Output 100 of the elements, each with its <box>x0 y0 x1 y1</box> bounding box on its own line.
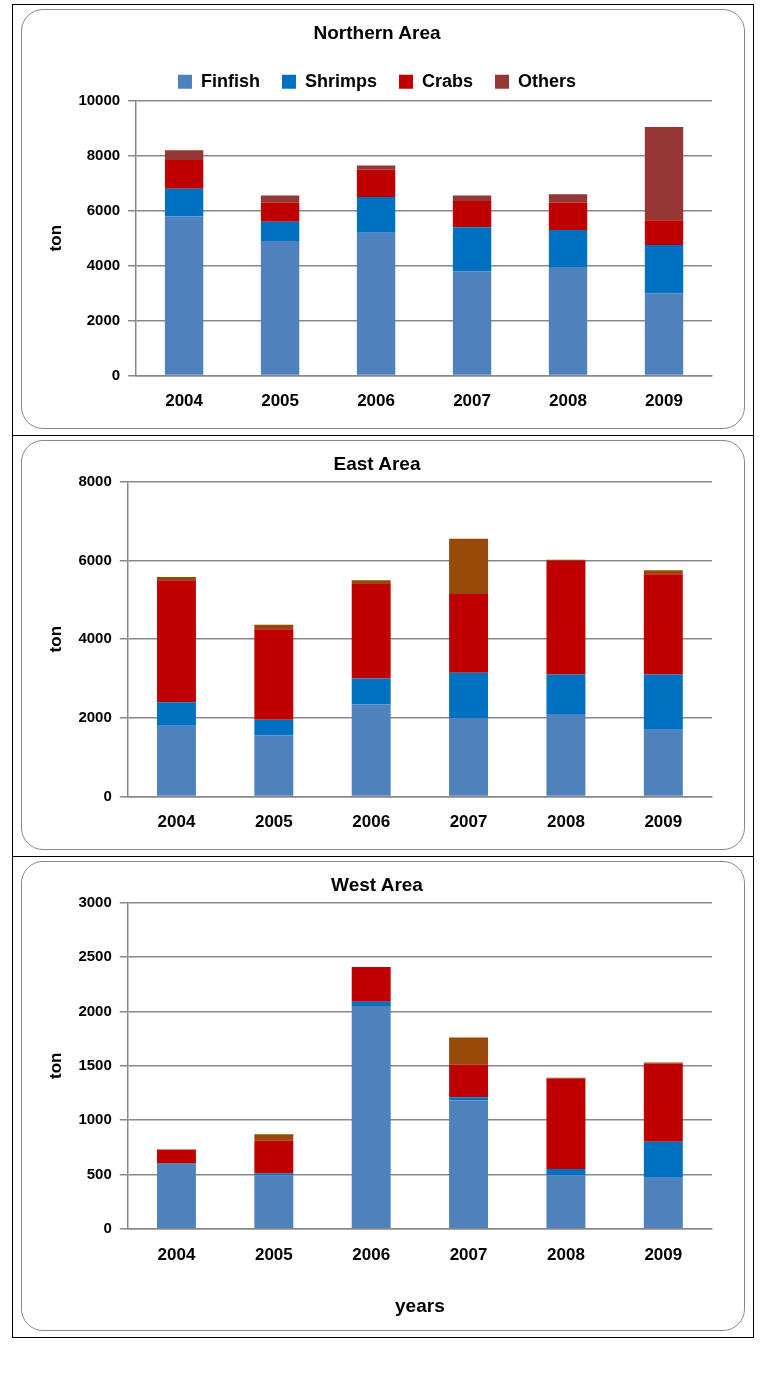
bar <box>643 729 683 796</box>
bar <box>643 574 683 675</box>
bar <box>449 538 489 594</box>
bar <box>156 725 196 796</box>
x-tick-label: 2004 <box>157 1244 196 1264</box>
y-tick-label: 6000 <box>86 200 121 218</box>
bar <box>254 1134 294 1141</box>
bar <box>643 1177 683 1229</box>
bar <box>546 1078 586 1170</box>
x-tick-label: 2007 <box>449 812 488 832</box>
y-tick-label: 2000 <box>78 708 112 726</box>
bar <box>449 1064 489 1098</box>
chart-title: Northern Area <box>313 21 441 43</box>
bar <box>452 201 492 228</box>
bar <box>449 593 489 673</box>
bar <box>164 150 204 160</box>
x-tick-label: 2009 <box>644 1244 683 1264</box>
bar <box>548 194 588 203</box>
y-tick-label: 1500 <box>78 1055 112 1073</box>
bar <box>254 1175 294 1229</box>
legend-label: Finfish <box>200 70 260 91</box>
x-tick-label: 2004 <box>157 812 196 832</box>
bar <box>643 674 683 730</box>
bar <box>546 560 586 675</box>
y-tick-label: 0 <box>103 786 112 804</box>
x-tick-label: 2005 <box>261 391 299 411</box>
bar <box>254 735 294 796</box>
y-axis-title: ton <box>45 1052 65 1080</box>
x-tick-label: 2007 <box>453 391 491 411</box>
y-tick-label: 0 <box>111 365 121 383</box>
bar <box>351 704 391 796</box>
bar <box>164 216 204 375</box>
y-axis-title: ton <box>45 224 65 252</box>
x-tick-label: 2009 <box>645 391 683 411</box>
bar <box>452 271 492 375</box>
bar <box>254 1140 294 1174</box>
x-tick-label: 2009 <box>644 812 683 832</box>
x-tick-label: 2006 <box>352 1244 391 1264</box>
bar <box>156 577 196 581</box>
x-axis-title: years <box>395 1294 445 1316</box>
bar <box>452 227 492 272</box>
bar <box>643 1141 683 1178</box>
y-tick-label: 8000 <box>86 145 121 163</box>
bar <box>546 1169 586 1176</box>
y-tick-label: 2000 <box>78 1001 112 1019</box>
y-axis-title: ton <box>45 625 65 653</box>
bar <box>644 245 684 294</box>
x-tick-label: 2005 <box>254 812 293 832</box>
bar <box>644 220 684 246</box>
x-tick-label: 2008 <box>549 391 587 411</box>
y-tick-label: 2000 <box>86 310 121 328</box>
bar <box>351 580 391 585</box>
bar <box>351 584 391 679</box>
bar <box>156 1164 196 1229</box>
bar <box>351 966 391 1002</box>
bar <box>254 1173 294 1176</box>
bar <box>356 196 396 233</box>
bar <box>356 232 396 375</box>
x-tick-label: 2006 <box>357 391 395 411</box>
y-tick-label: 6000 <box>78 550 112 568</box>
bar <box>548 202 588 230</box>
x-tick-label: 2007 <box>449 1244 488 1264</box>
y-tick-label: 2500 <box>78 947 112 965</box>
y-tick-label: 3000 <box>78 892 112 910</box>
bar <box>356 165 396 170</box>
bar <box>156 580 196 703</box>
bar <box>548 267 588 375</box>
bar <box>254 629 294 720</box>
chart-title: West Area <box>331 873 424 895</box>
bar <box>164 188 204 217</box>
x-tick-label: 2006 <box>352 812 391 832</box>
x-tick-label: 2005 <box>254 1244 293 1264</box>
y-tick-label: 10000 <box>78 90 121 108</box>
bar <box>156 702 196 726</box>
bar <box>356 169 396 197</box>
y-tick-label: 4000 <box>78 629 112 647</box>
bar <box>644 126 684 221</box>
y-tick-label: 8000 <box>78 471 112 489</box>
bar <box>449 717 489 796</box>
legend-label: Shrimps <box>304 70 377 91</box>
bar <box>260 240 300 375</box>
y-tick-label: 1000 <box>78 1110 112 1128</box>
bar <box>644 293 684 375</box>
bar <box>351 1006 391 1229</box>
chart-title: East Area <box>333 452 421 474</box>
bar <box>546 713 586 796</box>
bar <box>156 1149 196 1164</box>
bar <box>351 678 391 705</box>
bar <box>449 1097 489 1101</box>
legend-label: Others <box>518 70 577 91</box>
bar <box>548 229 588 268</box>
x-tick-label: 2008 <box>547 1244 585 1264</box>
bar <box>643 1063 683 1142</box>
bar <box>351 1001 391 1007</box>
bar <box>449 672 489 718</box>
bar <box>546 674 586 714</box>
y-tick-label: 4000 <box>86 255 121 273</box>
bar <box>164 159 204 189</box>
bar <box>546 1175 586 1229</box>
bar <box>260 202 300 222</box>
